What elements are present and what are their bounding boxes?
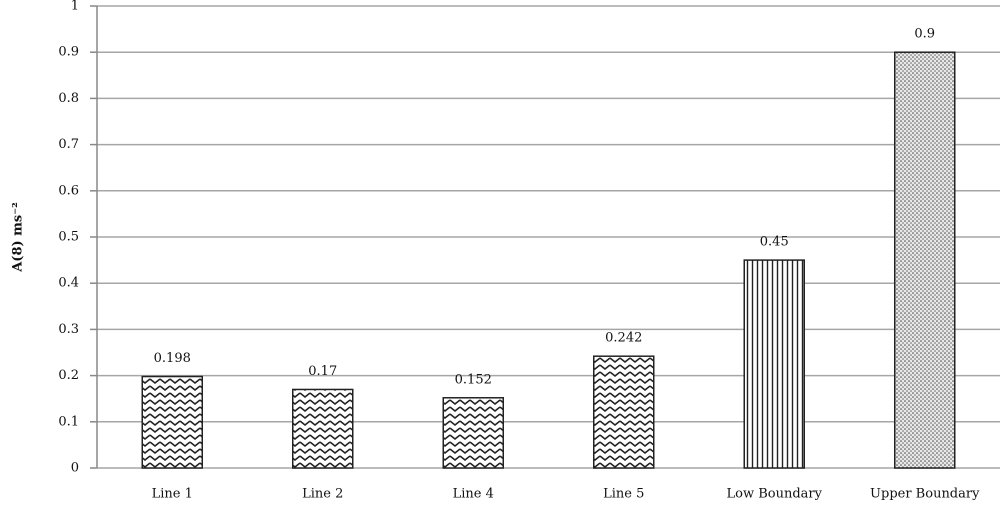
- y-tick-label: 0.5: [58, 230, 79, 245]
- x-tick-label: Upper Boundary: [870, 487, 980, 502]
- data-label: 0.45: [760, 235, 789, 250]
- y-tick-label: 0.7: [58, 137, 79, 152]
- x-tick-label: Line 1: [152, 487, 193, 502]
- bar: [442, 397, 504, 469]
- bar: [292, 388, 354, 469]
- y-tick-label: 1: [71, 0, 79, 14]
- bar: [593, 355, 655, 469]
- bar: [743, 259, 805, 469]
- x-tick-label: Line 4: [453, 487, 494, 502]
- x-tick-label: Line 2: [302, 487, 343, 502]
- y-tick-label: 0.1: [58, 414, 79, 429]
- data-label: 0.152: [455, 372, 492, 387]
- data-label: 0.9: [914, 27, 935, 42]
- y-tick-label: 0.2: [58, 368, 79, 383]
- y-tick-label: 0.3: [58, 322, 79, 337]
- data-label: 0.242: [605, 331, 642, 346]
- y-tick-label: 0.9: [58, 45, 79, 60]
- bar: [141, 375, 203, 469]
- y-tick-label: 0: [71, 461, 79, 476]
- x-tick-label: Line 5: [603, 487, 644, 502]
- y-tick-label: 0.8: [58, 91, 79, 106]
- x-tick-label: Low Boundary: [727, 487, 823, 502]
- y-tick-label: 0.4: [58, 276, 79, 291]
- data-label: 0.198: [154, 351, 191, 366]
- bar: [894, 51, 956, 469]
- y-tick-label: 0.6: [58, 183, 79, 198]
- data-label: 0.17: [308, 364, 337, 379]
- y-axis-label: A(8) ms⁻²: [11, 202, 26, 273]
